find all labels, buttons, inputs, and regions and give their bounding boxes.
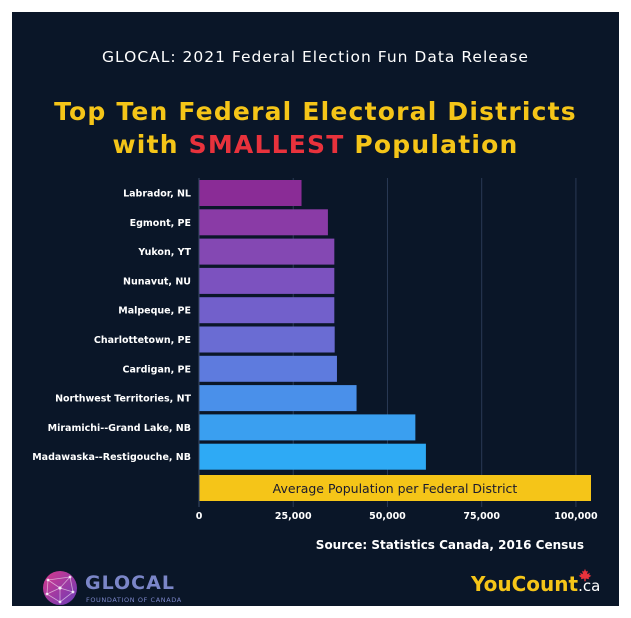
youcount-logo: YouCount.ca <box>471 572 600 596</box>
average-bar <box>199 475 591 501</box>
x-tick-label: 50,000 <box>369 511 406 522</box>
maple-leaf-icon <box>578 568 592 582</box>
bar <box>199 180 302 206</box>
category-label: Yukon, YT <box>137 247 191 258</box>
bar <box>199 385 357 412</box>
bar <box>199 267 335 294</box>
category-label: Egmont, PE <box>130 218 191 229</box>
x-tick-label: 0 <box>196 511 203 522</box>
title-prefix: with <box>112 130 189 159</box>
youcount-wordmark: YouCount <box>471 572 579 596</box>
chart-title-line2: with SMALLEST Population <box>12 129 619 161</box>
x-tick-label: 75,000 <box>463 511 500 522</box>
category-label: Nunavut, NU <box>123 276 191 287</box>
category-label: Miramichi--Grand Lake, NB <box>48 423 191 434</box>
x-tick-label: 25,000 <box>275 511 312 522</box>
bar <box>199 238 335 265</box>
glocal-globe-icon <box>43 571 77 605</box>
bar <box>199 443 426 470</box>
category-label: Cardigan, PE <box>123 364 191 375</box>
bar <box>199 209 328 236</box>
category-label: Northwest Territories, NT <box>55 394 191 405</box>
category-label: Madawaska--Restigouche, NB <box>32 452 191 463</box>
supertitle: GLOCAL: 2021 Federal Election Fun Data R… <box>102 48 529 66</box>
bar <box>199 326 335 353</box>
bar <box>199 297 335 324</box>
title-suffix: Population <box>344 130 519 159</box>
glocal-subtitle: FOUNDATION OF CANADA <box>86 596 182 604</box>
title-highlight: SMALLEST <box>188 130 345 159</box>
average-bar-label: Average Population per Federal District <box>273 481 518 496</box>
category-label: Charlottetown, PE <box>94 335 191 346</box>
chart-title-line1: Top Ten Federal Electoral Districts <box>54 97 577 126</box>
category-label: Malpeque, PE <box>118 306 191 317</box>
category-label: Labrador, NL <box>123 189 191 200</box>
x-tick-label: 100,000 <box>554 511 598 522</box>
source-note: Source: Statistics Canada, 2016 Census <box>315 538 584 552</box>
bar <box>199 414 416 441</box>
infographic-panel: GLOCAL: 2021 Federal Election Fun Data R… <box>12 12 619 606</box>
bar <box>199 355 337 382</box>
youcount-suffix: .ca <box>578 577 601 595</box>
glocal-wordmark: GLOCAL <box>85 572 175 594</box>
bar-chart: Labrador, NL Egmont, PE Yukon, YT Nunavut, … <box>32 178 598 522</box>
